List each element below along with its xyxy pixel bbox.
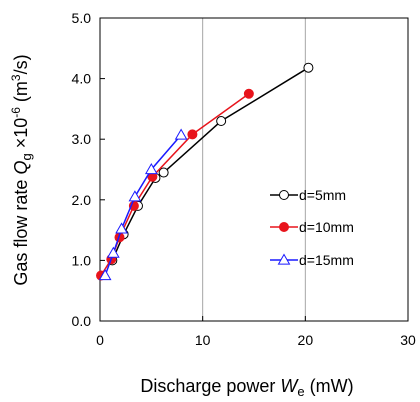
series-line-d=5mm	[111, 67, 309, 261]
grid	[202, 18, 306, 321]
x-tick-label-0: 0	[96, 332, 104, 348]
data-point-d=10mm-6	[243, 88, 254, 99]
data-point-d=5mm-4	[158, 167, 169, 178]
series-d=10mm	[96, 88, 254, 281]
plot-frame	[99, 17, 409, 322]
legend-marker-d=5mm	[279, 190, 289, 200]
y-tick-label-3: 3.0	[72, 131, 92, 147]
axis-ticks: 0.0 1.0 2.0 3.0 4.0 5.0 0 10 20 30	[72, 10, 416, 348]
legend-label-d=5mm: d=5mm	[299, 187, 346, 203]
legend-label-d=15mm: d=15mm	[299, 252, 354, 268]
data-point-d=15mm-5	[174, 128, 188, 140]
x-tick-label-3: 30	[400, 332, 416, 348]
x-tick-label-2: 20	[298, 332, 314, 348]
legend-marker-d=15mm	[277, 253, 291, 265]
y-tick-label-1: 1.0	[72, 252, 92, 268]
series-d=15mm	[98, 128, 188, 281]
data-point-d=15mm-0	[98, 269, 112, 281]
legend-label-d=10mm: d=10mm	[299, 219, 354, 235]
data-point-d=15mm-1	[106, 246, 120, 258]
data-point-d=15mm-2	[115, 222, 128, 234]
data-point-d=15mm-3	[128, 190, 142, 202]
data-point-d=10mm-5	[187, 129, 198, 140]
x-axis-title: Discharge power We (mW)	[140, 376, 353, 399]
data-point-d=5mm-6	[303, 62, 314, 73]
legend: d=5mm d=10mm d=15mm	[270, 187, 354, 268]
y-tick-label-5: 5.0	[72, 10, 92, 26]
y-tick-label-2: 2.0	[72, 192, 92, 208]
data-point-d=5mm-5	[216, 116, 227, 127]
y-tick-label-4: 4.0	[72, 71, 92, 87]
data-point-d=15mm-4	[144, 162, 158, 175]
series-layer	[96, 62, 314, 281]
series-d=5mm	[107, 62, 314, 266]
series-line-d=10mm	[100, 93, 250, 276]
x-tick-label-1: 10	[195, 332, 211, 348]
y-axis-title: Gas flow rate Qg ×10-6 (m3/s)	[9, 54, 34, 285]
legend-marker-d=10mm	[279, 222, 289, 232]
y-tick-label-0: 0.0	[72, 313, 92, 329]
